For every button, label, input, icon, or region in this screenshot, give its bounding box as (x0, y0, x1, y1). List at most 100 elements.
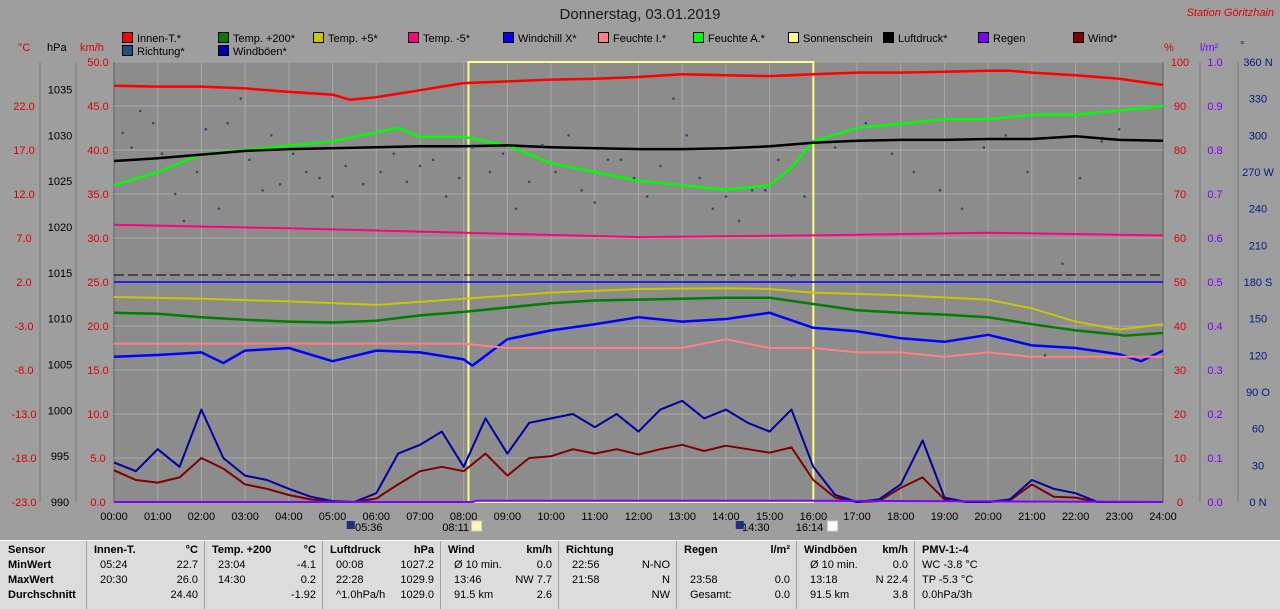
direction-point (890, 152, 894, 155)
stats-value: 0.0 (774, 574, 790, 586)
legend-label: Windchill X* (518, 33, 577, 45)
sunrise-time: 05:36 (355, 522, 383, 534)
stats-sensor-title: Sensor (8, 544, 46, 556)
stats-label: ^1.0hPa/h (336, 589, 386, 601)
direction-point (239, 97, 243, 100)
legend-item: Windchill X* (503, 32, 577, 45)
legend-swatch (122, 45, 133, 56)
stats-value: 0.2 (300, 574, 316, 586)
wind-tick-label: 50.0 (87, 57, 108, 69)
legend-swatch (1073, 32, 1084, 43)
series-line-7 (113, 134, 1164, 163)
stats-value: 0.0 (774, 589, 790, 601)
direction-tick-label: 240 (1249, 204, 1267, 216)
pressure-tick-label: 1010 (48, 314, 72, 326)
stats-unit: l/m² (770, 544, 790, 556)
direction-point (1117, 127, 1121, 131)
direction-point (318, 176, 321, 180)
legend-item: Windböen* (218, 45, 287, 58)
wind-tick-label: 15.0 (87, 365, 108, 377)
legend-item: Regen (978, 32, 1025, 45)
x-tick-label: 21:00 (1018, 511, 1046, 523)
stats-label: 00:08 (336, 559, 364, 571)
stats-richtung: Richtung 22:56 N-NO 21:58 N NW (558, 541, 677, 609)
x-tick-label: 00:00 (100, 511, 128, 523)
series-line-1 (113, 296, 1164, 337)
legend-swatch (503, 32, 514, 43)
stats-windboeen: Windböen km/h Ø 10 min. 0.0 13:18 N 22.4 91.5 … (796, 541, 915, 609)
stats-value: 26.0 (176, 574, 198, 586)
stats-value: 2.6 (536, 589, 552, 601)
stats-label: 13:18 (810, 574, 838, 586)
direction-point (431, 158, 435, 162)
legend-label: Windböen* (233, 46, 287, 58)
stats-label: 05:24 (100, 559, 128, 571)
rain-tick-label: 0.0 (1207, 497, 1222, 509)
direction-point (554, 170, 557, 174)
direction-point (291, 152, 295, 155)
legend-label: Temp. +200* (233, 33, 296, 45)
x-tick-label: 07:00 (406, 511, 434, 523)
x-tick-label: 08:00 (450, 511, 478, 523)
x-tick-label: 04:00 (275, 511, 303, 523)
direction-point (1100, 140, 1104, 143)
direction-point (217, 207, 221, 210)
temp-tick-label: 7.0 (16, 233, 31, 245)
pressure-tick-label: 1030 (48, 130, 72, 142)
sun-up-icon (471, 520, 483, 532)
direction-tick-label: 270 W (1242, 167, 1274, 179)
direction-point (130, 146, 133, 149)
direction-point (580, 189, 583, 192)
legend-item: Wind* (1073, 32, 1117, 45)
x-tick-label: 19:00 (931, 511, 959, 523)
direction-tick-label: 300 (1249, 130, 1267, 142)
direction-point (938, 189, 942, 192)
direction-point (711, 207, 715, 210)
series-line-3 (113, 223, 1164, 239)
stats-label: 21:58 (572, 574, 600, 586)
wind-tick-label: 0.0 (90, 497, 105, 509)
sun-up-time: 08:11 (442, 522, 469, 534)
direction-point (152, 121, 155, 125)
stats-label: 13:46 (454, 574, 482, 586)
direction-tick-label: 150 (1249, 314, 1267, 326)
humidity-tick-label: 40 (1174, 321, 1186, 333)
series-line-0 (113, 69, 1164, 102)
stats-value: 3.8 (892, 589, 908, 601)
temp-tick-label: -3.0 (15, 321, 34, 333)
direction-point (195, 170, 199, 174)
wind-tick-label: 35.0 (87, 189, 108, 201)
statistics-table: Sensor MinWert MaxWert Durchschnitt Inne… (0, 540, 1280, 609)
temp-tick-label: 2.0 (16, 277, 31, 289)
legend-label: Temp. -5* (423, 33, 471, 45)
stats-unit: hPa (413, 544, 434, 556)
legend-swatch (978, 32, 989, 43)
direction-point (777, 158, 780, 162)
stats-value: 1029.0 (400, 589, 434, 601)
direction-point (659, 164, 662, 168)
legend-item: Temp. -5* (408, 32, 470, 45)
stats-value: N (662, 574, 670, 586)
stats-value: 1029.9 (400, 574, 434, 586)
pressure-tick-label: 1025 (48, 176, 72, 188)
x-tick-label: 06:00 (362, 511, 390, 523)
humidity-tick-label: 50 (1174, 277, 1186, 289)
x-tick-label: 20:00 (974, 511, 1002, 523)
rain-tick-label: 0.3 (1207, 365, 1222, 377)
legend-swatch (788, 32, 799, 43)
direction-tick-label: 30 (1252, 460, 1264, 472)
stats-title: Regen (684, 544, 718, 556)
direction-tick-label: 180 S (1244, 277, 1273, 289)
legend-item: Feuchte A.* (693, 32, 765, 45)
direction-point (803, 195, 806, 198)
humidity-tick-label: 0 (1177, 497, 1183, 509)
legend-swatch (408, 32, 419, 43)
direction-point (1078, 176, 1082, 180)
pressure-unit: hPa (47, 42, 67, 54)
stats-value: N-NO (641, 559, 670, 571)
x-tick-label: 11:00 (581, 511, 608, 523)
direction-point (173, 192, 177, 196)
wind-tick-label: 30.0 (87, 233, 108, 245)
stats-label: Gesamt: (690, 589, 732, 601)
x-tick-label: 01:00 (144, 511, 172, 523)
